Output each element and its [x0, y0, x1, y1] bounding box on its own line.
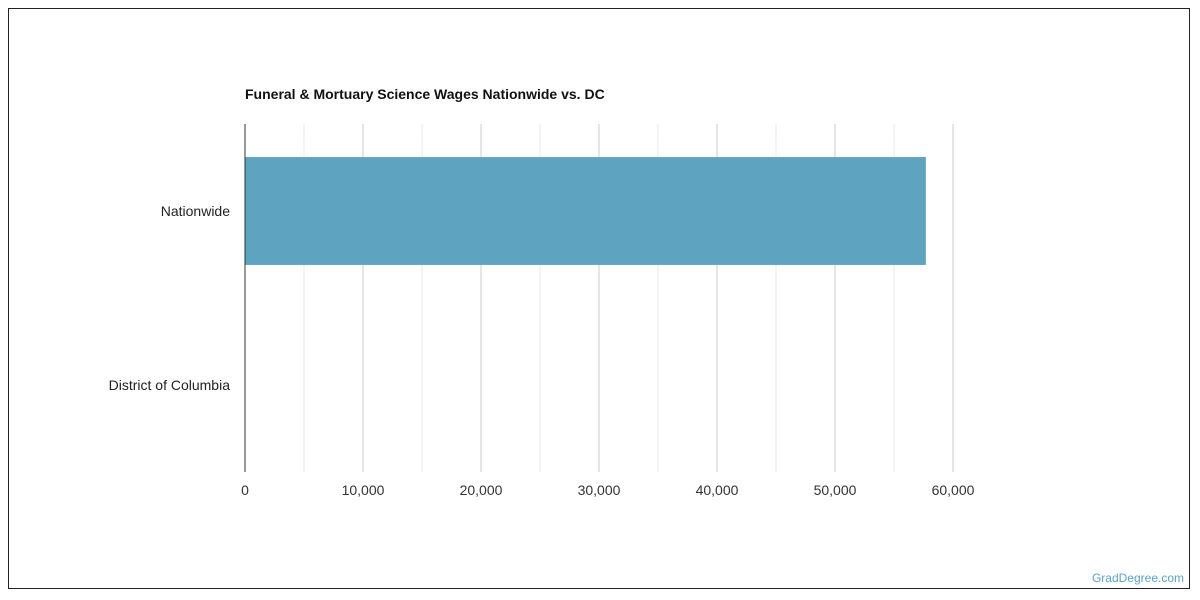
- x-tick-label: 40,000: [696, 482, 739, 498]
- category-label: Nationwide: [161, 203, 230, 219]
- x-tick-label: 10,000: [342, 482, 385, 498]
- chart-title: Funeral & Mortuary Science Wages Nationw…: [245, 86, 605, 102]
- bar-nationwide: [245, 157, 926, 265]
- x-tick-label: 0: [241, 482, 249, 498]
- x-tick-label: 60,000: [932, 482, 975, 498]
- bars: [245, 157, 926, 265]
- labels: Nationwide District of Columbia 0 10,000 20,…: [109, 203, 975, 498]
- category-label: District of Columbia: [109, 377, 231, 393]
- x-tick-label: 30,000: [578, 482, 621, 498]
- x-tick-label: 50,000: [814, 482, 857, 498]
- x-tick-label: 20,000: [460, 482, 503, 498]
- watermark-link[interactable]: GradDegree.com: [1091, 571, 1184, 585]
